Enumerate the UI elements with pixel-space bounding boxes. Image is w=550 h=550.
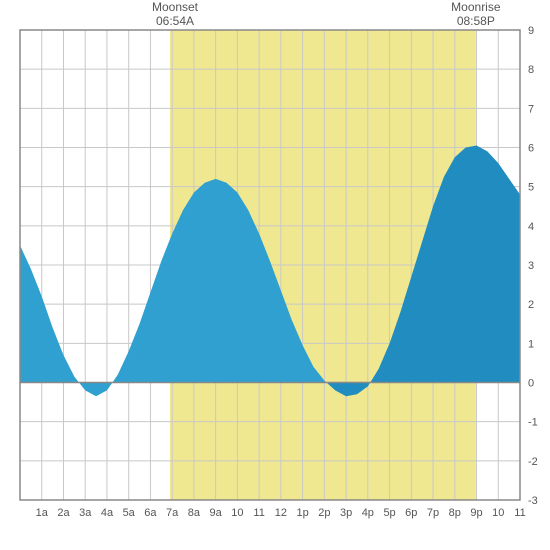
svg-text:5a: 5a xyxy=(123,507,136,519)
moonrise-time: 08:58P xyxy=(441,14,511,28)
svg-text:8p: 8p xyxy=(449,507,461,519)
tide-chart: -3-2-101234567891a2a3a4a5a6a7a8a9a101112… xyxy=(0,0,550,550)
svg-text:7p: 7p xyxy=(427,507,439,519)
svg-text:6: 6 xyxy=(528,143,534,155)
moonset-time: 06:54A xyxy=(140,14,210,28)
svg-text:9a: 9a xyxy=(210,507,223,519)
svg-text:3p: 3p xyxy=(340,507,352,519)
svg-text:1: 1 xyxy=(528,338,534,350)
chart-svg: -3-2-101234567891a2a3a4a5a6a7a8a9a101112… xyxy=(0,0,550,550)
svg-text:9p: 9p xyxy=(470,507,482,519)
moonrise-title: Moonrise xyxy=(441,0,511,14)
svg-text:12: 12 xyxy=(275,507,287,519)
moonrise-annotation: Moonrise 08:58P xyxy=(441,0,511,29)
svg-text:2a: 2a xyxy=(57,507,70,519)
svg-text:4a: 4a xyxy=(101,507,114,519)
svg-text:6a: 6a xyxy=(144,507,157,519)
svg-text:2p: 2p xyxy=(318,507,330,519)
svg-text:4p: 4p xyxy=(362,507,374,519)
svg-text:7: 7 xyxy=(528,103,534,115)
svg-text:10: 10 xyxy=(492,507,504,519)
moonset-annotation: Moonset 06:54A xyxy=(140,0,210,29)
svg-text:11: 11 xyxy=(514,507,525,519)
svg-text:3: 3 xyxy=(528,260,534,272)
svg-text:0: 0 xyxy=(528,378,534,390)
svg-text:5p: 5p xyxy=(383,507,395,519)
svg-text:5: 5 xyxy=(528,182,534,194)
svg-text:-2: -2 xyxy=(528,456,538,468)
svg-text:6p: 6p xyxy=(405,507,417,519)
svg-text:-1: -1 xyxy=(528,417,538,429)
svg-text:7a: 7a xyxy=(166,507,179,519)
svg-text:8: 8 xyxy=(528,64,534,76)
svg-text:1a: 1a xyxy=(36,507,49,519)
svg-text:11: 11 xyxy=(253,507,264,519)
svg-text:-3: -3 xyxy=(528,495,538,507)
svg-text:3a: 3a xyxy=(79,507,92,519)
svg-text:9: 9 xyxy=(528,25,534,37)
svg-text:10: 10 xyxy=(231,507,243,519)
moonset-title: Moonset xyxy=(140,0,210,14)
svg-text:4: 4 xyxy=(528,221,534,233)
svg-text:1p: 1p xyxy=(296,507,308,519)
svg-text:8a: 8a xyxy=(188,507,201,519)
svg-text:2: 2 xyxy=(528,299,534,311)
